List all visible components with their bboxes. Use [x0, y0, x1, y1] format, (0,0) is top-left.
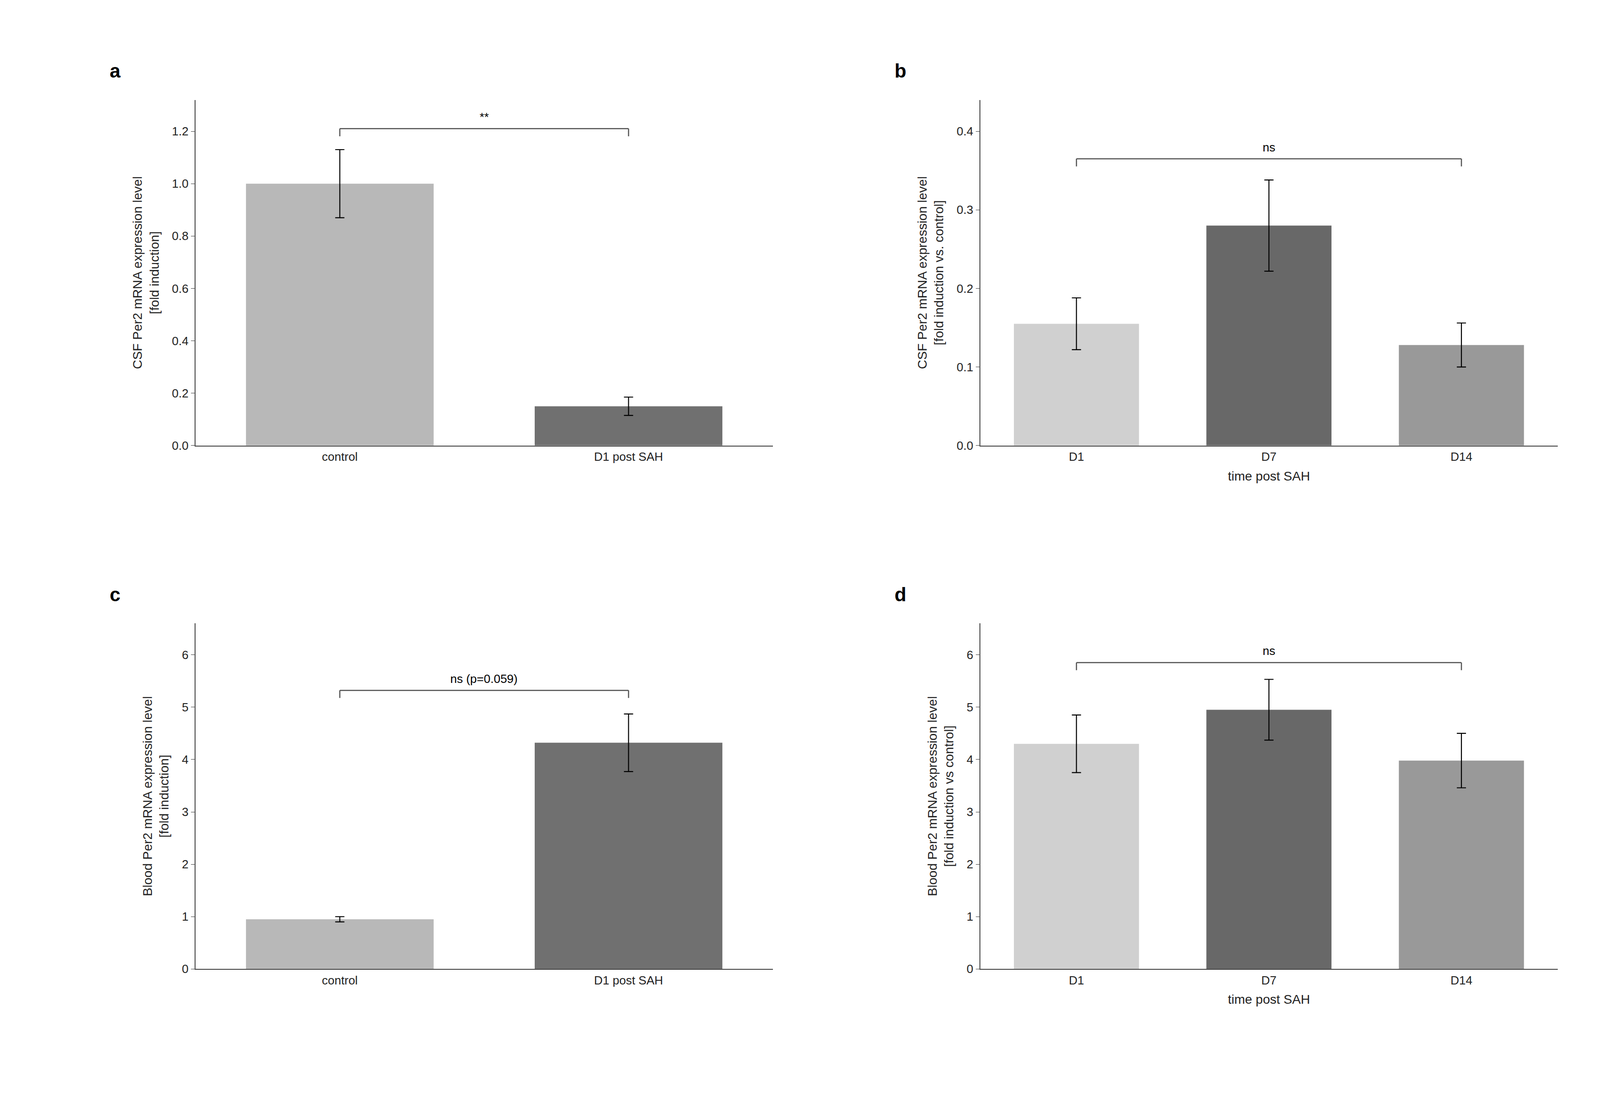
svg-text:0.4: 0.4: [171, 334, 189, 348]
svg-text:c: c: [109, 583, 121, 606]
svg-text:4: 4: [181, 752, 189, 767]
svg-text:0.6: 0.6: [171, 281, 189, 296]
svg-text:1: 1: [181, 909, 189, 924]
svg-text:0.2: 0.2: [171, 386, 189, 401]
svg-text:3: 3: [181, 805, 189, 819]
svg-text:D7: D7: [1261, 449, 1277, 464]
svg-text:5: 5: [966, 700, 974, 715]
svg-text:control: control: [321, 449, 358, 464]
svg-text:D7: D7: [1261, 973, 1277, 988]
svg-text:CSF Per2 mRNA expression level: CSF Per2 mRNA expression level[fold indu…: [915, 176, 946, 370]
svg-text:0.0: 0.0: [171, 438, 189, 453]
svg-text:ns: ns: [1262, 140, 1276, 155]
svg-text:3: 3: [966, 805, 974, 819]
svg-text:**: **: [479, 110, 489, 124]
svg-text:CSF Per2 mRNA expression level: CSF Per2 mRNA expression level[fold indu…: [130, 176, 162, 370]
svg-text:D14: D14: [1450, 973, 1473, 988]
svg-text:D14: D14: [1450, 449, 1473, 464]
svg-text:0.4: 0.4: [956, 124, 974, 139]
svg-text:5: 5: [181, 700, 189, 715]
svg-text:D1 post SAH: D1 post SAH: [593, 449, 663, 464]
svg-text:d: d: [894, 583, 907, 606]
svg-text:6: 6: [181, 648, 189, 662]
svg-text:time post SAH: time post SAH: [1227, 992, 1310, 1007]
svg-text:0: 0: [966, 962, 974, 976]
svg-text:0.1: 0.1: [956, 360, 974, 375]
svg-text:D1: D1: [1068, 449, 1085, 464]
svg-text:1.2: 1.2: [171, 124, 189, 139]
svg-text:time post SAH: time post SAH: [1227, 469, 1310, 484]
svg-text:a: a: [109, 60, 121, 82]
svg-text:0.3: 0.3: [956, 202, 974, 217]
svg-text:0: 0: [181, 962, 189, 976]
svg-text:D1 post SAH: D1 post SAH: [593, 973, 663, 988]
svg-text:control: control: [321, 973, 358, 988]
svg-text:0.2: 0.2: [956, 281, 974, 296]
svg-text:ns (p=0.059): ns (p=0.059): [450, 671, 518, 686]
svg-text:b: b: [894, 60, 907, 82]
svg-text:2: 2: [966, 857, 974, 872]
svg-text:0.8: 0.8: [171, 229, 189, 243]
svg-text:D1: D1: [1068, 973, 1085, 988]
svg-text:1: 1: [966, 909, 974, 924]
svg-text:ns: ns: [1262, 643, 1276, 658]
svg-text:Blood Per2 mRNA expression lev: Blood Per2 mRNA expression level[fold in…: [140, 696, 172, 897]
svg-text:6: 6: [966, 648, 974, 662]
svg-text:0.0: 0.0: [956, 438, 974, 453]
svg-text:1.0: 1.0: [171, 176, 189, 191]
svg-text:2: 2: [181, 857, 189, 872]
svg-text:4: 4: [966, 752, 974, 767]
svg-text:Blood Per2 mRNA expression lev: Blood Per2 mRNA expression level[fold in…: [925, 696, 957, 897]
